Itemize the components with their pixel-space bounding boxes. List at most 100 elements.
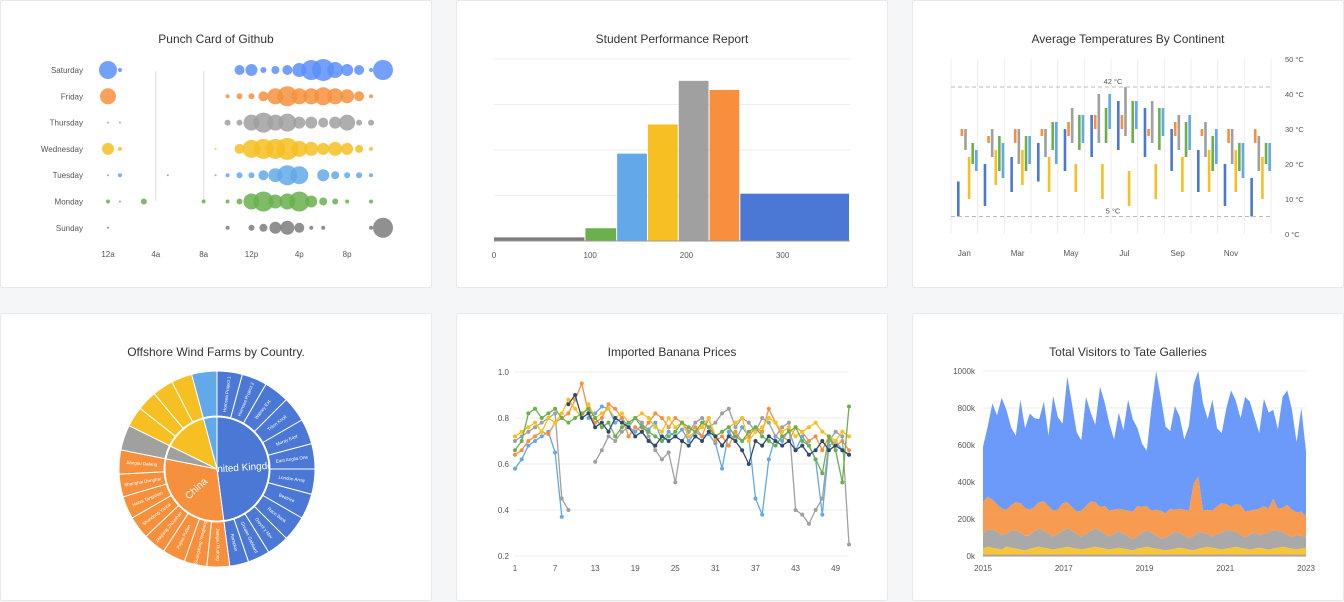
temp-range-bar bbox=[1120, 115, 1124, 129]
inner-segment bbox=[216, 416, 270, 522]
price-point bbox=[559, 514, 564, 519]
price-point bbox=[619, 425, 624, 430]
price-point bbox=[847, 434, 851, 439]
price-point bbox=[659, 439, 664, 443]
price-point bbox=[740, 425, 745, 430]
price-point bbox=[559, 411, 564, 416]
temp-range-bar bbox=[1093, 115, 1097, 129]
price-point bbox=[706, 416, 711, 420]
x-tick-label: 0 bbox=[492, 251, 497, 260]
price-point bbox=[599, 416, 604, 420]
temp-range-bar bbox=[1074, 164, 1078, 192]
temp-range-bar bbox=[1040, 129, 1044, 136]
price-point bbox=[646, 434, 651, 439]
temp-range-bar bbox=[1161, 108, 1165, 136]
price-point bbox=[793, 434, 798, 439]
bubble bbox=[225, 225, 230, 230]
price-point bbox=[606, 406, 611, 411]
price-point bbox=[813, 448, 818, 453]
bubble bbox=[304, 141, 319, 156]
histogram-bar bbox=[585, 228, 617, 241]
visitor-area bbox=[983, 476, 1306, 540]
bubble bbox=[214, 147, 217, 150]
price-point bbox=[700, 434, 705, 439]
outer-segment-label: Shanghai Donghai bbox=[124, 476, 161, 487]
bubble bbox=[99, 61, 117, 79]
price-point bbox=[673, 425, 678, 430]
price-point bbox=[619, 411, 624, 416]
price-point bbox=[519, 457, 524, 462]
price-point bbox=[533, 439, 538, 443]
price-point bbox=[519, 448, 524, 453]
temp-range-bar bbox=[971, 143, 974, 164]
price-point bbox=[680, 427, 684, 432]
temp-range-bar bbox=[1211, 136, 1214, 171]
temp-range-bar bbox=[1170, 129, 1173, 171]
x-tick-label: 2015 bbox=[974, 564, 992, 573]
bubble bbox=[234, 65, 245, 75]
price-point bbox=[800, 512, 805, 517]
price-point bbox=[813, 420, 818, 425]
price-point bbox=[786, 429, 791, 434]
bubble bbox=[224, 119, 231, 126]
tate-visitors-chart: Total Visitors to Tate Galleries 1000k 800… bbox=[912, 313, 1344, 601]
price-point bbox=[806, 521, 811, 526]
price-point bbox=[566, 508, 571, 512]
bubble bbox=[294, 222, 305, 233]
price-point bbox=[720, 411, 725, 416]
bubble bbox=[236, 119, 243, 126]
bubble bbox=[317, 169, 330, 182]
bubble bbox=[344, 172, 351, 179]
bubble bbox=[369, 68, 374, 72]
y-tick-label: 400k bbox=[958, 478, 976, 487]
price-point bbox=[820, 439, 825, 443]
bubble bbox=[253, 191, 274, 212]
price-point bbox=[760, 429, 765, 434]
price-point bbox=[526, 439, 531, 443]
temp-range-bar bbox=[1158, 108, 1161, 150]
price-point bbox=[659, 434, 664, 439]
price-point bbox=[820, 512, 825, 517]
price-point bbox=[579, 381, 584, 386]
bubble bbox=[373, 60, 393, 80]
price-point bbox=[847, 448, 851, 453]
y-tick-label: Thursday bbox=[50, 119, 83, 128]
price-point bbox=[753, 429, 758, 434]
price-point bbox=[813, 457, 818, 462]
price-point bbox=[599, 425, 604, 430]
y-tick-label: 0.6 bbox=[498, 460, 510, 469]
temp-range-bar bbox=[1010, 157, 1013, 192]
x-tick-label: 49 bbox=[831, 564, 840, 573]
y-tick-label: Friday bbox=[61, 92, 83, 101]
price-point bbox=[760, 443, 765, 448]
temp-range-bar bbox=[1104, 108, 1108, 143]
visitor-area bbox=[983, 528, 1306, 551]
price-point bbox=[666, 439, 671, 443]
temp-range-bar bbox=[964, 129, 967, 150]
bubble bbox=[117, 146, 122, 151]
price-point bbox=[680, 420, 684, 425]
price-point bbox=[806, 425, 811, 430]
price-point bbox=[773, 439, 778, 443]
price-point bbox=[646, 416, 651, 420]
chart-svg: Total Visitors to Tate Galleries 1000k 800… bbox=[953, 345, 1315, 573]
price-point bbox=[766, 457, 771, 462]
temp-range-bar bbox=[987, 136, 990, 143]
price-point bbox=[700, 425, 705, 430]
price-point bbox=[646, 420, 651, 425]
bubble bbox=[107, 121, 109, 124]
temp-range-bar bbox=[1257, 136, 1261, 171]
temp-range-bar bbox=[1013, 129, 1017, 143]
price-point bbox=[847, 404, 851, 409]
temp-range-bar bbox=[998, 136, 1001, 171]
price-point bbox=[773, 443, 778, 448]
price-point bbox=[586, 411, 591, 416]
price-point bbox=[613, 434, 618, 439]
chart-svg: Average Temperatures By Continent 42 °C 5 … bbox=[950, 32, 1304, 258]
price-point bbox=[800, 439, 805, 443]
bubble bbox=[312, 59, 335, 81]
bubble bbox=[373, 217, 393, 238]
temp-range-bar bbox=[1230, 129, 1234, 164]
bubble bbox=[328, 141, 343, 156]
price-point bbox=[633, 429, 638, 434]
